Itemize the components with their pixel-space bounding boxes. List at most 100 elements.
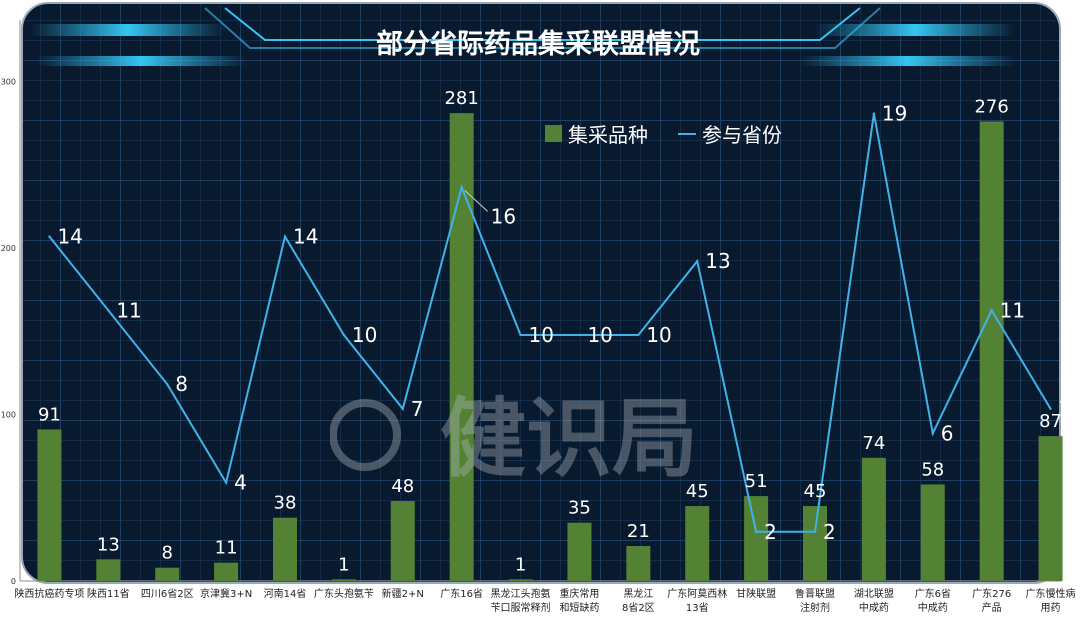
line-value-label: 14 xyxy=(293,225,318,249)
y-tick-label: 0 xyxy=(11,577,16,586)
x-tick-label: 河南14省 xyxy=(264,587,307,600)
bar xyxy=(861,457,886,581)
panel-border xyxy=(21,2,1061,584)
line-value-label: 14 xyxy=(57,225,82,249)
x-tick-label: 陕西11省 xyxy=(87,587,130,600)
bar-value-label: 1 xyxy=(338,554,349,575)
panel-grid-coarse xyxy=(22,3,1060,583)
x-tick-label: 鲁晋联盟注射剂 xyxy=(795,587,835,614)
bar-value-label: 276 xyxy=(974,96,1008,117)
legend-bar-swatch xyxy=(545,125,562,142)
bar-value-label: 74 xyxy=(862,433,885,454)
line-value-label: 11 xyxy=(1000,298,1025,322)
line-point xyxy=(107,309,110,312)
bar-value-label: 38 xyxy=(274,493,297,514)
bar-value-label: 13 xyxy=(97,534,120,555)
line-point xyxy=(48,235,51,238)
x-tick-label: 陕西抗癌药专项 xyxy=(14,587,84,600)
bar xyxy=(155,567,180,581)
bar xyxy=(273,517,297,581)
bar xyxy=(803,506,827,581)
line-value-label: 7 xyxy=(1059,397,1072,421)
bar-value-label: 45 xyxy=(804,481,827,502)
line-value-label: 7 xyxy=(411,397,424,421)
y-tick-label: 100 xyxy=(1,411,16,420)
bar xyxy=(920,484,945,581)
line-value-label: 6 xyxy=(941,421,954,445)
bar xyxy=(37,429,62,581)
bar xyxy=(744,496,769,581)
label-leader-line xyxy=(464,190,489,212)
x-tick-label: 广东头孢氨苄 xyxy=(314,587,374,600)
line-point xyxy=(283,235,287,238)
bar-value-label: 48 xyxy=(391,476,414,497)
line-value-label: 10 xyxy=(646,323,671,347)
bar xyxy=(96,559,121,581)
line-point xyxy=(401,407,404,410)
y-tick-label: 200 xyxy=(1,244,16,253)
x-tick-label: 黑龙江 8省2区 xyxy=(622,587,655,614)
axes: 0100200300陕西抗癌药专项 陕西11省 四川6省2区 京津冀3+N 河南14省广… xyxy=(1,20,1076,614)
x-tick-label: 黑龙江头孢氨苄口服常释剂 xyxy=(491,587,551,614)
bar-value-label: 11 xyxy=(215,538,238,559)
bar-value-label: 91 xyxy=(38,404,61,425)
bar xyxy=(331,579,356,581)
bar-value-label: 281 xyxy=(444,88,478,109)
line-value-label: 10 xyxy=(587,323,612,347)
line-value-label: 4 xyxy=(234,471,247,495)
line-point xyxy=(224,481,228,484)
line-path xyxy=(48,113,1052,533)
bar-value-label: 87 xyxy=(1039,411,1062,432)
x-tick-label: 新疆2+N xyxy=(382,587,424,600)
legend-bar-label: 集采品种 xyxy=(568,123,648,147)
bar-value-label: 1 xyxy=(515,554,526,575)
x-tick-label: 广东阿莫西林 13省 xyxy=(667,587,727,614)
line-value-label: 19 xyxy=(882,102,907,126)
y-tick-label: 300 xyxy=(1,78,16,87)
line-point xyxy=(460,186,463,189)
line-value-label: 2 xyxy=(823,520,836,544)
bar-value-label: 45 xyxy=(686,481,709,502)
x-tick-label: 重庆常用和短缺药 xyxy=(559,587,599,614)
line-point xyxy=(872,112,876,115)
line-point xyxy=(342,333,346,337)
x-tick-label: 广东慢性病用药 xyxy=(1026,587,1076,614)
line-point xyxy=(696,260,699,263)
watermark-text: 健识局 xyxy=(440,390,698,480)
chart-title: 部分省际药品集采联盟情况 xyxy=(376,28,700,60)
line-value-label: 16 xyxy=(491,204,516,228)
x-tick-label: 京津冀3+N xyxy=(200,587,252,600)
line-series xyxy=(48,112,1052,533)
bar xyxy=(685,506,710,581)
line-point xyxy=(754,530,758,533)
bar xyxy=(567,522,592,581)
line-value-label: 2 xyxy=(764,520,777,544)
line-point xyxy=(990,309,993,312)
line-point xyxy=(166,383,169,386)
x-tick-label: 广东276 产品 xyxy=(972,587,1011,614)
bar xyxy=(626,546,651,581)
bar xyxy=(979,121,1004,582)
x-tick-label: 广东16省 xyxy=(440,587,483,600)
line-point xyxy=(519,333,522,337)
bar-value-label: 35 xyxy=(568,498,591,519)
line-point xyxy=(931,432,934,435)
watermark-emblem xyxy=(330,399,401,471)
line-value-label: 10 xyxy=(352,323,377,347)
watermark-logo: 健识局 xyxy=(330,390,698,480)
line-value-label: 13 xyxy=(705,249,730,273)
title-ornament xyxy=(30,7,1015,66)
x-tick-label: 湖北联盟中成药 xyxy=(854,588,894,614)
line-value-label: 8 xyxy=(175,372,188,396)
bar xyxy=(508,579,533,581)
line-point xyxy=(637,333,640,337)
line-point xyxy=(578,333,581,337)
legend: 集采品种 参与省份 xyxy=(545,123,782,147)
x-tick-label: 甘陕联盟 xyxy=(736,587,776,600)
line-value-label: 11 xyxy=(116,298,141,322)
line-point xyxy=(1049,407,1052,410)
bar-value-label: 58 xyxy=(921,459,944,480)
line-value-label: 10 xyxy=(529,323,554,347)
